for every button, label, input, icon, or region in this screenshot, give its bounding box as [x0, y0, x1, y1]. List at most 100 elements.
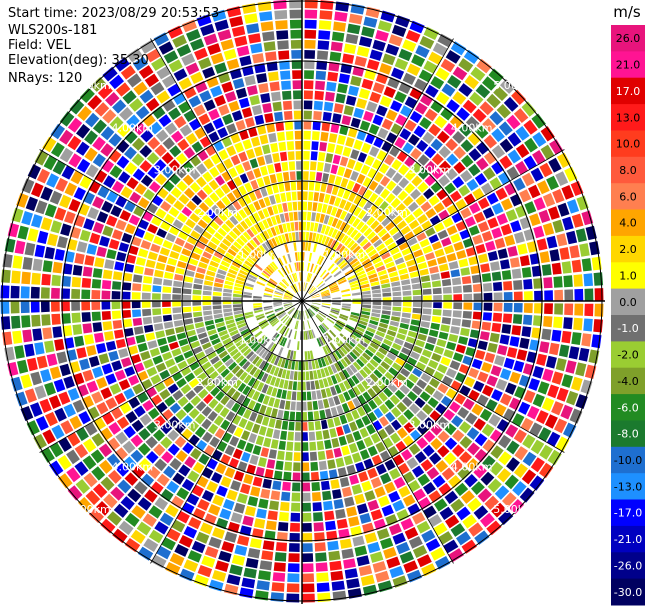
gate-cell — [356, 173, 366, 184]
gate-cell — [251, 104, 263, 116]
gate-cell — [287, 253, 292, 263]
gate-cell — [323, 247, 329, 256]
gate-cell — [524, 137, 538, 153]
gate-cell — [347, 239, 356, 249]
gate-cell — [152, 106, 166, 120]
gate-cell — [318, 192, 325, 203]
gate-cell — [322, 272, 330, 280]
gate-cell — [515, 160, 529, 175]
gate-cell — [188, 95, 202, 108]
gate-cell — [485, 240, 496, 252]
gate-cell — [285, 292, 293, 297]
gate-cell — [294, 262, 298, 272]
gate-cell — [292, 201, 298, 211]
gate-cell — [343, 250, 351, 259]
gate-cell — [284, 243, 289, 253]
gate-cell — [452, 91, 467, 105]
gate-cell — [228, 268, 238, 275]
gate-cell — [77, 158, 91, 173]
gate-cell — [96, 246, 107, 258]
gate-cell — [371, 285, 381, 290]
gate-cell — [302, 241, 306, 251]
gate-cell — [328, 227, 335, 237]
gate-cell — [372, 82, 385, 94]
gate-cell — [210, 236, 221, 246]
gate-cell — [206, 209, 217, 220]
gate-cell — [396, 220, 407, 230]
gate-cell — [334, 176, 343, 186]
gate-cell — [202, 66, 216, 79]
gate-cell — [86, 243, 98, 255]
gate-cell — [380, 188, 390, 199]
gate-cell — [200, 23, 215, 36]
gate-cell — [438, 209, 450, 221]
gate-cell — [20, 301, 30, 314]
gate-cell — [499, 138, 514, 153]
gate-cell — [470, 66, 486, 82]
gate-cell — [77, 203, 90, 216]
gate-cell — [204, 246, 215, 255]
gate-cell — [243, 294, 252, 298]
gate-cell — [475, 84, 491, 99]
gate-cell — [361, 78, 374, 90]
gate-cell — [176, 44, 192, 57]
gate-cell — [354, 267, 364, 274]
gate-cell — [222, 113, 234, 125]
gate-cell — [330, 164, 339, 175]
gate-cell — [447, 75, 462, 89]
gate-cell — [546, 235, 558, 249]
gate-cell — [338, 245, 346, 254]
gate-cell — [295, 231, 299, 241]
gate-cell — [193, 246, 203, 255]
colorbar-tick-label: 1.0 — [619, 270, 637, 283]
gate-cell — [228, 100, 240, 112]
gate-cell — [178, 77, 192, 90]
gate-cell — [277, 235, 284, 245]
gate-cell — [440, 271, 451, 279]
gate-cell — [224, 91, 237, 103]
gate-cell — [274, 236, 281, 246]
gate-cell — [196, 14, 212, 27]
gate-cell — [59, 194, 72, 209]
gate-cell — [266, 185, 274, 195]
gate-cell — [358, 185, 367, 196]
gate-cell — [356, 130, 367, 141]
gate-cell — [109, 74, 124, 90]
gate-cell — [27, 228, 39, 242]
gate-cell — [149, 121, 163, 135]
gate-cell — [391, 159, 402, 171]
gate-cell — [59, 111, 75, 127]
gate-cell — [161, 74, 176, 88]
gate-cell — [54, 248, 65, 261]
gate-cell — [254, 223, 262, 233]
gate-cell — [280, 192, 287, 202]
gate-cell — [190, 71, 204, 84]
gate-cell — [357, 273, 367, 280]
gate-cell — [308, 232, 313, 242]
gate-cell — [46, 173, 59, 188]
gate-cell — [288, 161, 296, 171]
gate-cell — [320, 269, 327, 278]
gate-cell — [335, 219, 343, 229]
gate-cell — [206, 76, 219, 88]
gate-cell — [557, 202, 570, 217]
gate-cell — [458, 83, 473, 97]
gate-cell — [501, 270, 512, 280]
gate-cell — [173, 68, 188, 82]
gate-cell — [332, 154, 341, 165]
gate-cell — [438, 263, 449, 272]
gate-cell — [267, 264, 275, 273]
gate-cell — [420, 201, 432, 212]
gate-cell — [184, 187, 195, 199]
gate-cell — [90, 77, 106, 92]
gate-cell — [225, 252, 235, 260]
gate-cell — [483, 151, 497, 165]
gate-cell — [226, 192, 236, 203]
gate-cell — [156, 90, 170, 104]
gate-cell — [261, 272, 270, 279]
gate-cell — [408, 265, 418, 273]
gate-cell — [304, 80, 314, 90]
gate-cell — [167, 83, 181, 97]
gate-cell — [369, 277, 379, 283]
gate-cell — [287, 202, 293, 212]
